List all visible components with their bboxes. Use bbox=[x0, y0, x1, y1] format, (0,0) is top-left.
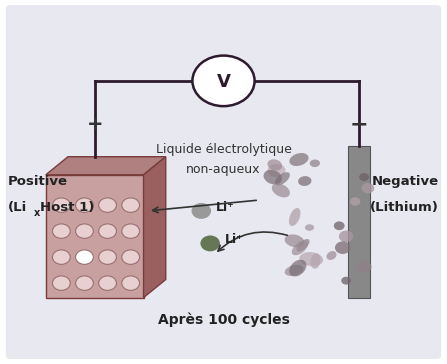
Circle shape bbox=[356, 261, 371, 273]
Ellipse shape bbox=[292, 240, 308, 255]
Text: Negative: Negative bbox=[372, 175, 439, 189]
Text: Après 100 cycles: Après 100 cycles bbox=[157, 312, 290, 327]
Polygon shape bbox=[348, 146, 370, 298]
Ellipse shape bbox=[275, 172, 290, 186]
Ellipse shape bbox=[289, 208, 300, 226]
Ellipse shape bbox=[264, 170, 282, 185]
Text: Liquide électrolytique: Liquide électrolytique bbox=[156, 143, 291, 156]
Ellipse shape bbox=[285, 265, 304, 276]
Ellipse shape bbox=[285, 234, 304, 247]
Polygon shape bbox=[46, 157, 166, 175]
Polygon shape bbox=[46, 175, 143, 298]
Text: (Lithium): (Lithium) bbox=[370, 201, 439, 214]
Circle shape bbox=[99, 224, 116, 238]
Text: V: V bbox=[216, 72, 231, 91]
Ellipse shape bbox=[305, 224, 314, 231]
Circle shape bbox=[76, 250, 93, 264]
Ellipse shape bbox=[272, 183, 290, 197]
Circle shape bbox=[191, 203, 211, 219]
Ellipse shape bbox=[299, 252, 323, 266]
Circle shape bbox=[76, 198, 93, 212]
Text: Host 1): Host 1) bbox=[41, 201, 95, 214]
Circle shape bbox=[76, 276, 93, 290]
Text: non-aqueux: non-aqueux bbox=[186, 163, 261, 176]
Circle shape bbox=[99, 276, 116, 290]
Circle shape bbox=[52, 250, 70, 264]
Circle shape bbox=[339, 230, 353, 242]
Circle shape bbox=[200, 236, 220, 252]
Circle shape bbox=[99, 198, 116, 212]
Ellipse shape bbox=[267, 164, 286, 177]
Circle shape bbox=[362, 183, 374, 193]
Circle shape bbox=[52, 198, 70, 212]
Circle shape bbox=[99, 250, 116, 264]
Circle shape bbox=[52, 276, 70, 290]
Text: +: + bbox=[86, 115, 103, 134]
Ellipse shape bbox=[311, 253, 320, 269]
Text: Li⁺: Li⁺ bbox=[215, 201, 234, 214]
Circle shape bbox=[350, 197, 360, 206]
Ellipse shape bbox=[310, 159, 320, 167]
Circle shape bbox=[334, 221, 345, 230]
Text: (Li: (Li bbox=[8, 201, 27, 214]
Circle shape bbox=[122, 250, 139, 264]
Circle shape bbox=[76, 224, 93, 238]
Text: −: − bbox=[350, 114, 368, 134]
Text: Li⁺: Li⁺ bbox=[224, 233, 243, 246]
Text: Positive: Positive bbox=[8, 175, 68, 189]
Circle shape bbox=[52, 224, 70, 238]
Polygon shape bbox=[143, 157, 166, 298]
Circle shape bbox=[192, 56, 255, 106]
Ellipse shape bbox=[298, 176, 312, 186]
Ellipse shape bbox=[289, 153, 308, 166]
Circle shape bbox=[122, 224, 139, 238]
Text: x: x bbox=[34, 208, 40, 218]
Ellipse shape bbox=[296, 239, 310, 252]
Circle shape bbox=[341, 277, 351, 285]
Circle shape bbox=[122, 276, 139, 290]
Circle shape bbox=[122, 198, 139, 212]
FancyBboxPatch shape bbox=[6, 5, 441, 359]
Circle shape bbox=[359, 173, 369, 181]
Ellipse shape bbox=[326, 251, 337, 260]
Circle shape bbox=[335, 241, 350, 254]
Ellipse shape bbox=[267, 159, 282, 170]
Ellipse shape bbox=[289, 260, 307, 277]
